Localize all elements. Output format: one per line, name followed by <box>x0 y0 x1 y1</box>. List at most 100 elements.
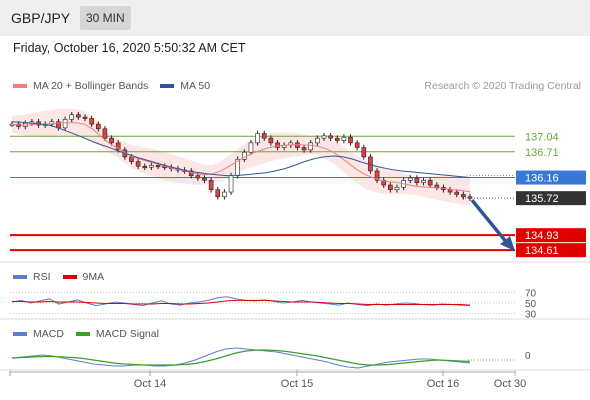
candle-body <box>195 175 201 179</box>
candle-body <box>149 165 154 168</box>
header-bar: GBP/JPY 30 MIN <box>0 0 590 36</box>
macd-zero-label: 0 <box>525 351 531 362</box>
currency-pair-title: GBP/JPY <box>11 10 71 26</box>
target-price-tag <box>516 228 586 243</box>
candle-body <box>275 142 280 148</box>
macd-signal-swatch <box>75 332 90 336</box>
rsi-level-label: 30 <box>525 309 537 320</box>
candle-body <box>407 177 413 181</box>
rsi-legend: RSI 9MA <box>13 271 116 283</box>
rsi-legend-label: RSI <box>33 271 51 283</box>
moving-average-lines <box>11 121 471 193</box>
ma20-legend-label: MA 20 + Bollinger Bands <box>33 80 149 92</box>
candle-body <box>142 165 148 169</box>
candle-body <box>454 191 460 195</box>
candle-body <box>394 187 400 191</box>
candle-body <box>89 118 94 125</box>
main-legend: MA 20 + Bollinger Bands MA 50 <box>13 80 222 92</box>
candle-body <box>95 123 101 130</box>
x-axis-tick-label: Oct 16 <box>427 378 459 390</box>
price-level-lines <box>10 135 515 252</box>
macd-signal-legend-label: MACD Signal <box>95 328 159 340</box>
macd-line <box>11 347 471 369</box>
x-axis-tick-label: Oct 30 <box>494 378 526 390</box>
candle-body <box>348 136 353 144</box>
ma20-line <box>11 122 471 193</box>
candle-body <box>102 128 108 139</box>
candle-body <box>202 177 207 181</box>
target-price-tag <box>516 243 586 258</box>
candle-body <box>62 119 68 129</box>
candle-body <box>427 180 433 186</box>
forecast-arrow-icon <box>470 199 515 252</box>
candle-body <box>255 133 260 144</box>
ma50-swatch <box>160 84 175 88</box>
candle-body <box>414 177 420 183</box>
rsi-level-label: 50 <box>525 299 537 310</box>
candle-body <box>135 161 141 167</box>
candle-body <box>222 191 227 198</box>
ma50-legend-label: MA 50 <box>180 80 211 92</box>
timeframe-button[interactable]: 30 MIN <box>80 6 131 30</box>
rsi-ma-line <box>12 299 471 306</box>
forecast-arrow-head <box>500 236 515 252</box>
macd-legend: MACD MACD Signal <box>13 328 171 340</box>
x-axis-tick-label: Oct 15 <box>281 378 313 390</box>
rsi-ma-swatch <box>62 275 77 279</box>
candle-body <box>228 175 234 193</box>
rsi-ma-legend-label: 9MA <box>82 271 105 283</box>
x-axis-tick-label: Oct 14 <box>134 378 166 390</box>
candle-body <box>354 142 360 148</box>
candle-body <box>467 196 473 199</box>
candle-body <box>301 147 307 151</box>
candle-body <box>155 165 161 168</box>
candle-body <box>115 142 121 151</box>
pivot-price-tag <box>516 170 586 185</box>
candle-body <box>374 170 380 181</box>
rsi-swatch <box>13 275 27 279</box>
timestamp: Friday, October 16, 2020 5:50:32 AM CET <box>13 41 246 55</box>
candle-body <box>321 135 327 139</box>
candle-body <box>421 180 426 183</box>
bollinger-band-fill <box>12 108 470 206</box>
ma20-swatch <box>13 84 27 88</box>
candle-body <box>82 116 88 119</box>
candle-body <box>242 151 247 160</box>
candle-body <box>361 147 367 158</box>
pivot-price-label: 136.16 <box>525 173 559 185</box>
resistance-price-label: 137.04 <box>525 131 559 143</box>
candle-body <box>388 184 393 191</box>
candle-body <box>208 180 214 191</box>
candle-body <box>434 184 440 188</box>
candle-body <box>109 137 114 144</box>
bollinger-band-area <box>12 108 470 206</box>
candle-body <box>461 194 466 198</box>
candle-body <box>328 135 333 139</box>
candle-body <box>308 142 313 151</box>
current-price-tag <box>516 191 586 206</box>
candle-body <box>129 156 134 162</box>
resistance-price-label: 136.71 <box>525 147 559 159</box>
candle-body <box>447 189 453 193</box>
candle-body <box>215 189 221 198</box>
x-axis: Oct 14 Oct 15 Oct 16 Oct 30 <box>9 370 526 390</box>
candle-body <box>341 136 347 141</box>
macd-swatch <box>13 332 27 336</box>
macd-legend-label: MACD <box>33 328 64 340</box>
credit-text: Research © 2020 Trading Central <box>424 80 581 92</box>
ma50-line <box>11 121 471 179</box>
candle-body <box>248 142 254 153</box>
macd-signal-line <box>11 349 471 366</box>
candle-body <box>261 133 267 139</box>
current-price-label: 135.72 <box>525 193 559 205</box>
rsi-level-label: 70 <box>525 289 537 300</box>
candlestick-series <box>9 111 473 201</box>
candle-body <box>76 114 81 118</box>
candle-body <box>69 114 75 120</box>
target-price-label: 134.93 <box>525 230 559 242</box>
forecast-arrow-shaft <box>470 199 510 246</box>
candle-body <box>268 137 274 144</box>
candle-body <box>334 137 340 141</box>
